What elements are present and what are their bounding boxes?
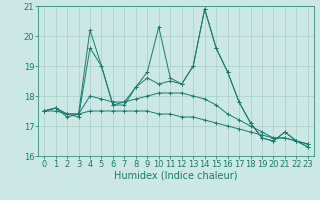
X-axis label: Humidex (Indice chaleur): Humidex (Indice chaleur) <box>114 171 238 181</box>
